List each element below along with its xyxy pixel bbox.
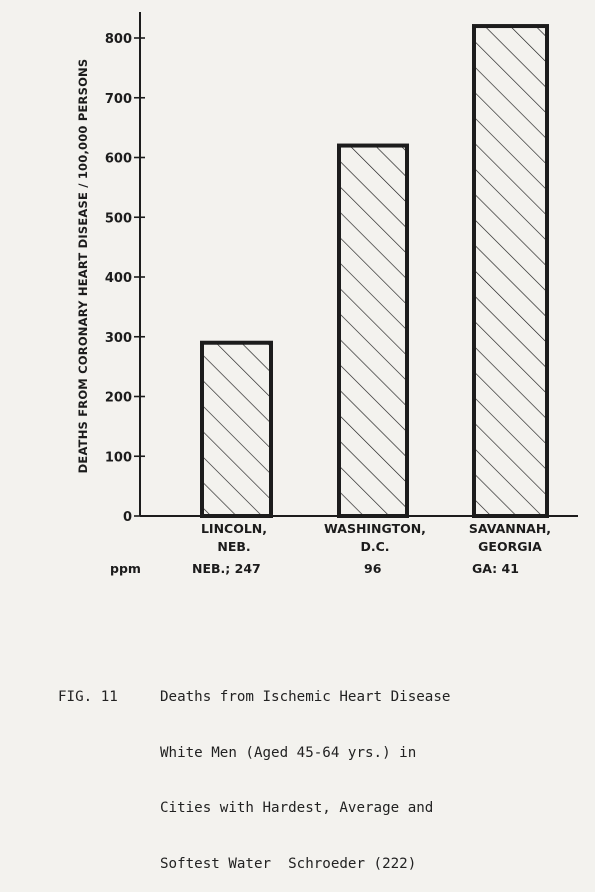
bar-washington (337, 143, 409, 519)
caption-line: Softest Water Schroeder (222) (160, 855, 417, 872)
y-tick-label: 500 (105, 211, 132, 226)
bar-savannah (472, 24, 549, 519)
figure-number: FIG. 11 (58, 689, 118, 705)
category-label: LINCOLN, (201, 521, 267, 536)
y-tick-label: 100 (105, 450, 132, 465)
ppm-value-savannah: GA: 41 (472, 561, 519, 576)
category-label: SAVANNAH, (469, 521, 551, 536)
y-axis-ticks: 0 100 200 300 400 500 600 700 800 (105, 32, 145, 525)
caption-line: White Men (Aged 45-64 yrs.) in (160, 744, 417, 761)
category-label: WASHINGTON, (324, 521, 426, 536)
category-label: GEORGIA (478, 539, 542, 554)
y-tick-label: 700 (105, 92, 132, 107)
category-label: NEB. (217, 539, 250, 554)
caption-line: Cities with Hardest, Average and (160, 800, 434, 816)
ppm-value-lincoln: NEB.; 247 (192, 561, 261, 576)
bar-lincoln (200, 340, 273, 518)
figure-caption: FIG. 11 Deaths from Ischemic Heart Diseas… (58, 651, 588, 892)
bars (200, 24, 549, 519)
y-tick-label: 600 (105, 152, 132, 167)
ppm-label: ppm (110, 561, 141, 576)
ppm-value-washington: 96 (364, 561, 382, 576)
category-labels: LINCOLN, NEB. WASHINGTON, D.C. SAVANNAH, GEOR… (201, 521, 551, 554)
caption-line: Deaths from Ischemic Heart Disease (160, 689, 451, 705)
y-tick-label: 200 (105, 391, 132, 406)
y-tick-label: 400 (105, 271, 132, 286)
category-label: D.C. (360, 539, 389, 554)
y-tick-label: 800 (105, 32, 132, 47)
y-tick-label: 300 (105, 331, 132, 346)
y-tick-label: 0 (123, 510, 132, 525)
bar-chart: DEATHS FROM CORONARY HEART DISEASE / 100… (76, 12, 578, 554)
y-axis-label: DEATHS FROM CORONARY HEART DISEASE / 100… (76, 59, 90, 474)
